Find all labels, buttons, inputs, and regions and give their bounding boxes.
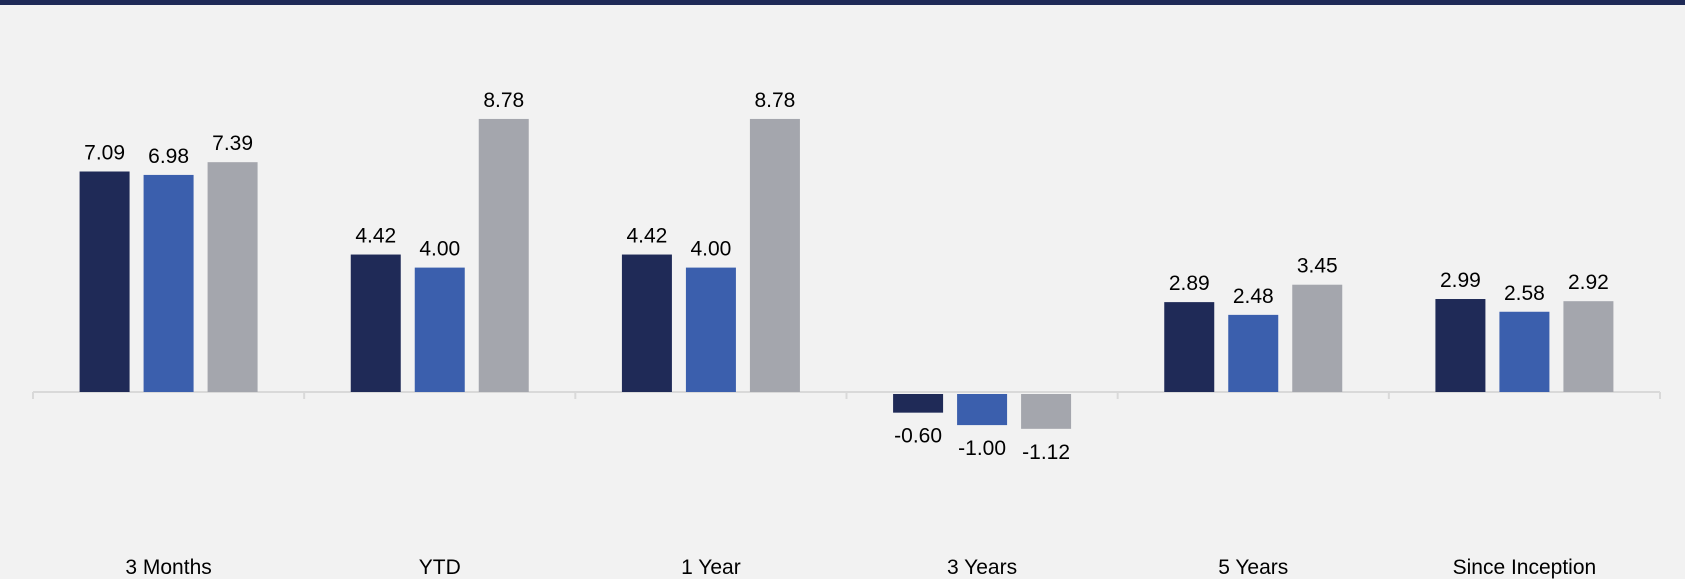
category-label: 5 Years	[1218, 556, 1288, 579]
category-label: YTD	[419, 556, 461, 579]
data-label: -0.60	[894, 425, 942, 448]
data-label: 8.78	[483, 89, 524, 112]
data-label: -1.00	[958, 437, 1006, 460]
bar	[207, 162, 258, 392]
bar	[478, 118, 529, 392]
category-label: 1 Year	[681, 556, 741, 579]
bar	[1435, 299, 1486, 392]
bar	[1164, 302, 1215, 392]
bar	[893, 394, 944, 413]
bar	[1021, 394, 1072, 429]
category-label: Since Inception	[1453, 556, 1597, 579]
data-label: 2.89	[1169, 272, 1210, 295]
data-label: 2.58	[1504, 282, 1545, 305]
bar	[143, 174, 194, 392]
data-label: 8.78	[754, 89, 795, 112]
bar	[749, 118, 800, 392]
bar	[79, 171, 130, 392]
bar	[1228, 314, 1279, 392]
data-label: 6.98	[148, 145, 189, 168]
data-label: 4.42	[626, 225, 667, 248]
data-label: 2.99	[1440, 269, 1481, 292]
bar	[685, 267, 736, 392]
data-label: 4.00	[690, 238, 731, 261]
bar	[350, 254, 401, 392]
category-label: 3 Months	[125, 556, 211, 579]
bar	[621, 254, 672, 392]
category-label: 3 Years	[947, 556, 1017, 579]
data-label: 4.00	[419, 238, 460, 261]
data-label: -1.12	[1022, 441, 1070, 464]
bar	[1499, 311, 1550, 392]
data-label: 4.42	[355, 225, 396, 248]
data-label: 7.09	[84, 142, 125, 165]
data-label: 2.92	[1568, 271, 1609, 294]
bar	[1292, 284, 1343, 392]
bar	[1563, 301, 1614, 392]
data-label: 3.45	[1297, 255, 1338, 278]
data-label: 7.39	[212, 132, 253, 155]
data-label: 2.48	[1233, 285, 1274, 308]
bar	[957, 394, 1008, 426]
bar	[414, 267, 465, 392]
top-rule	[0, 0, 1685, 5]
